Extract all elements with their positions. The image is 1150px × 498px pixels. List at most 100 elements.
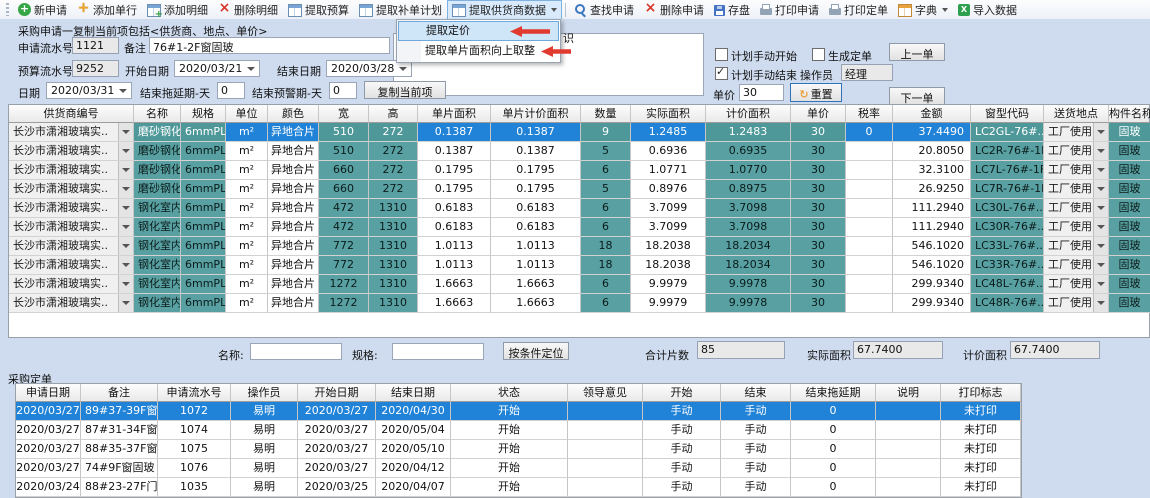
table-row[interactable]: 长沙市潇湘玻璃实.. 磨砂钢化.. 6mmPLE.. m² 异地合片 660 272 0.17… xyxy=(9,161,1150,180)
column-header[interactable]: 操作员 xyxy=(231,384,298,402)
toolbar-button-4[interactable]: 删除明细 xyxy=(213,0,283,20)
table-row[interactable]: 2020/03/27 74#9F窗固玻 1076 易明 2020/03/27 2020/0… xyxy=(16,459,1021,478)
cell[interactable]: 工厂使用 xyxy=(1044,123,1109,142)
chevron-down-icon[interactable] xyxy=(118,294,133,312)
column-header[interactable]: 结束 xyxy=(721,384,791,402)
chevron-down-icon[interactable] xyxy=(118,237,133,255)
column-header[interactable]: 单片面积 xyxy=(418,105,491,123)
chevron-down-icon[interactable] xyxy=(1093,199,1108,217)
column-header[interactable]: 申请日期 xyxy=(16,384,81,402)
column-header[interactable]: 颜色 xyxy=(268,105,319,123)
table-row[interactable]: 长沙市潇湘玻璃实.. 钢化室内.. 6mmPLE.. m² 异地合片 772 1310 1.0… xyxy=(9,237,1150,256)
date-combo[interactable]: 2020/03/31 xyxy=(46,82,132,99)
cell[interactable]: 长沙市潇湘玻璃实.. xyxy=(9,237,134,256)
column-header[interactable]: 构件名称 xyxy=(1109,105,1150,123)
column-header[interactable]: 实际面积 xyxy=(631,105,706,123)
column-header[interactable]: 结束日期 xyxy=(376,384,451,402)
end-date-combo[interactable]: 2020/03/28 xyxy=(326,60,412,77)
column-header[interactable]: 结束拖延期 xyxy=(791,384,876,402)
manual-end-checkbox[interactable] xyxy=(715,65,728,80)
toolbar-button-12[interactable]: 打印定单 xyxy=(824,0,893,20)
chevron-down-icon[interactable] xyxy=(1093,275,1108,293)
column-header[interactable]: 说明 xyxy=(876,384,941,402)
chevron-down-icon[interactable] xyxy=(1093,294,1108,312)
toolbar-button-10[interactable]: 存盘 xyxy=(709,0,755,20)
table-row[interactable]: 2020/03/27 88#35-37F窗固玻 1075 易明 2020/03/27 20… xyxy=(16,440,1021,459)
table-row[interactable]: 长沙市潇湘玻璃实.. 磨砂钢化.. 6mmPLE.. m² 异地合片 510 272 0.13… xyxy=(9,123,1150,142)
chevron-down-icon[interactable] xyxy=(118,180,133,198)
chevron-down-icon[interactable] xyxy=(1093,142,1108,160)
cell[interactable]: 工厂使用 xyxy=(1044,218,1109,237)
chevron-down-icon[interactable] xyxy=(118,142,133,160)
locate-by-condition-button[interactable]: 按条件定位 xyxy=(503,342,569,360)
menu-item-1[interactable]: 提取定价 xyxy=(398,21,559,41)
toolbar-button-9[interactable]: 删除申请 xyxy=(639,0,709,20)
column-header[interactable]: 高 xyxy=(369,105,418,123)
chevron-down-icon[interactable] xyxy=(1093,123,1108,141)
manual-start-checkbox[interactable] xyxy=(715,48,728,61)
budget-field[interactable]: 9252 xyxy=(72,60,119,77)
warning-days-field[interactable]: 0 xyxy=(329,82,357,99)
cell[interactable]: 工厂使用 xyxy=(1044,142,1109,161)
table-row[interactable]: 长沙市潇湘玻璃实.. 磨砂钢化.. 6mmPLE.. m² 异地合片 660 272 0.17… xyxy=(9,180,1150,199)
next-order-button[interactable]: 下一单 xyxy=(889,87,945,105)
table-row[interactable]: 长沙市潇湘玻璃实.. 磨砂钢化.. 6mmPLE.. m² 异地合片 510 272 0.13… xyxy=(9,142,1150,161)
toolbar-button-8[interactable]: 查找申请 xyxy=(569,0,639,20)
cell[interactable]: 长沙市潇湘玻璃实.. xyxy=(9,123,134,142)
cell[interactable]: 工厂使用 xyxy=(1044,237,1109,256)
table-row[interactable]: 2020/03/27 87#31-34F窗固玻 1074 易明 2020/03/27 20… xyxy=(16,421,1021,440)
start-date-combo[interactable]: 2020/03/21 xyxy=(174,60,260,77)
name-filter-input[interactable] xyxy=(250,343,342,360)
cell[interactable]: 长沙市潇湘玻璃实.. xyxy=(9,142,134,161)
toolbar-grip[interactable] xyxy=(6,3,9,16)
prev-order-button[interactable]: 上一单 xyxy=(889,43,945,61)
unit-price-field[interactable]: 30 xyxy=(739,84,784,101)
table-row[interactable]: 长沙市潇湘玻璃实.. 钢化室内.. 6mmPLE.. m² 异地合片 1272 1310 1.… xyxy=(9,294,1150,313)
cell[interactable]: 工厂使用 xyxy=(1044,256,1109,275)
column-header[interactable]: 单位 xyxy=(226,105,268,123)
column-header[interactable]: 计价面积 xyxy=(706,105,791,123)
cell[interactable]: 工厂使用 xyxy=(1044,275,1109,294)
column-header[interactable]: 备注 xyxy=(81,384,158,402)
cell[interactable]: 工厂使用 xyxy=(1044,199,1109,218)
chevron-down-icon[interactable] xyxy=(1093,237,1108,255)
column-header[interactable]: 打印标志 xyxy=(941,384,1021,402)
table-row[interactable]: 长沙市潇湘玻璃实.. 钢化室内.. 6mmPLE.. m² 异地合片 772 1310 1.0… xyxy=(9,256,1150,275)
toolbar-button-7[interactable]: 提取供货商数据 xyxy=(447,0,562,20)
note-field[interactable]: 76#1-2F窗固玻 xyxy=(149,37,390,54)
column-header[interactable]: 开始日期 xyxy=(298,384,376,402)
table-row[interactable]: 长沙市潇湘玻璃实.. 钢化室内.. 6mmPLE.. m² 异地合片 472 1310 0.6… xyxy=(9,218,1150,237)
toolbar-button-2[interactable]: 添加单行 xyxy=(72,0,142,20)
chevron-down-icon[interactable] xyxy=(118,161,133,179)
chevron-down-icon[interactable] xyxy=(1093,256,1108,274)
chevron-down-icon[interactable] xyxy=(118,218,133,236)
table-row[interactable]: 2020/03/27 89#37-39F窗固玻 1072 易明 2020/03/27 20… xyxy=(16,402,1021,421)
operator-field[interactable]: 经理 xyxy=(841,64,893,81)
column-header[interactable]: 状态 xyxy=(451,384,568,402)
cell[interactable]: 长沙市潇湘玻璃实.. xyxy=(9,256,134,275)
reset-button[interactable]: ↻ 重置 xyxy=(790,83,842,102)
cell[interactable]: 工厂使用 xyxy=(1044,161,1109,180)
table-row[interactable]: 2020/03/24 88#23-27F门顶玻 1035 易明 2020/03/25 20… xyxy=(16,478,1021,497)
column-header[interactable]: 单片计价面积 xyxy=(491,105,581,123)
serial-field[interactable]: 1121 xyxy=(72,37,119,54)
column-header[interactable]: 申请流水号 xyxy=(158,384,231,402)
spec-filter-input[interactable] xyxy=(392,343,484,360)
column-header[interactable]: 窗型代码 xyxy=(971,105,1044,123)
cell[interactable]: 长沙市潇湘玻璃实.. xyxy=(9,218,134,237)
chevron-down-icon[interactable] xyxy=(118,199,133,217)
chevron-down-icon[interactable] xyxy=(1093,218,1108,236)
toolbar-button-3[interactable]: 添加明细 xyxy=(142,0,213,20)
column-header[interactable]: 供货商编号 xyxy=(9,105,134,123)
column-header[interactable]: 送货地点 xyxy=(1044,105,1109,123)
delay-days-field[interactable]: 0 xyxy=(217,82,245,99)
column-header[interactable]: 税率 xyxy=(846,105,893,123)
cell[interactable]: 工厂使用 xyxy=(1044,180,1109,199)
column-header[interactable]: 宽 xyxy=(319,105,369,123)
toolbar-button-6[interactable]: 提取补单计划 xyxy=(354,0,447,20)
toolbar-button-11[interactable]: 打印申请 xyxy=(755,0,824,20)
chevron-down-icon[interactable] xyxy=(1093,180,1108,198)
column-header[interactable]: 开始 xyxy=(643,384,721,402)
column-header[interactable]: 领导意见 xyxy=(568,384,643,402)
column-header[interactable]: 数量 xyxy=(581,105,631,123)
